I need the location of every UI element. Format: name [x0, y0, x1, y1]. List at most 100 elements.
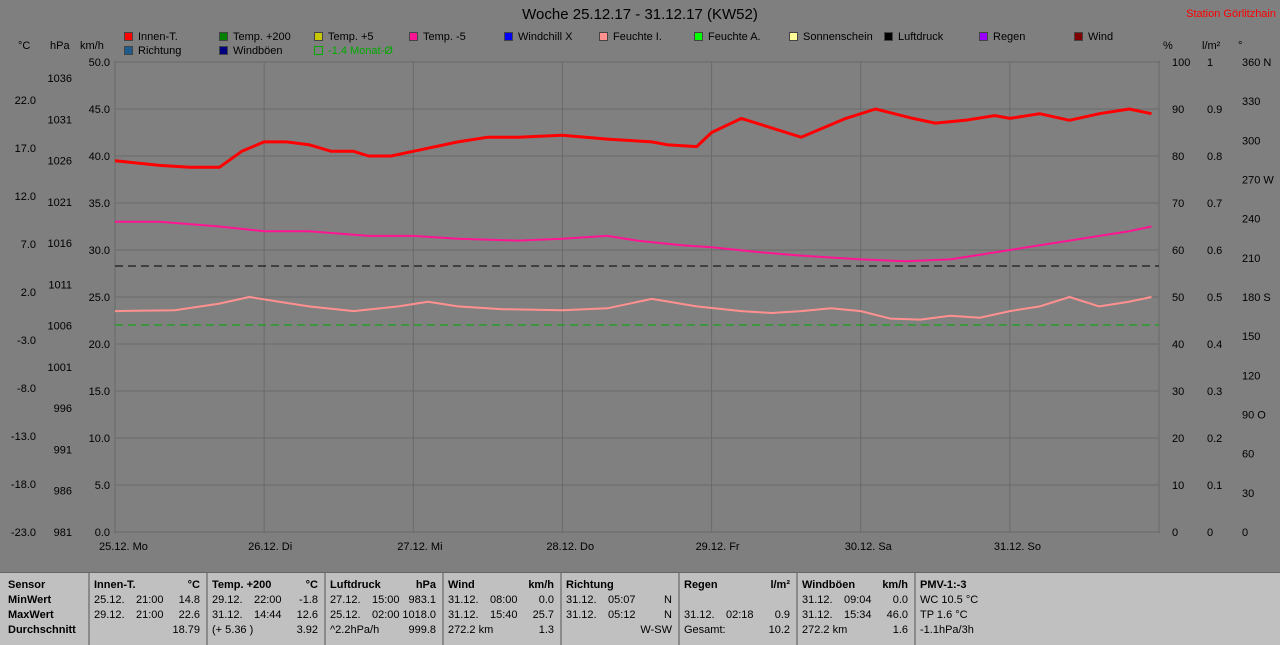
table-block-title: PMV-1:-3 — [920, 579, 967, 591]
table-cell-value: 983.1 — [408, 594, 436, 606]
table-cell-value: 25.7 — [532, 609, 554, 621]
tick-label-hpa: 1036 — [48, 73, 72, 85]
tick-label-direction: 0 — [1242, 527, 1248, 539]
table-cell-value: 12.6 — [296, 609, 318, 621]
table-cell-date: 25.12. — [94, 594, 125, 606]
tick-label-day: 28.12. Do — [546, 541, 594, 553]
tick-label-percent: 0 — [1172, 527, 1178, 539]
tick-label-kmh: 35.0 — [89, 198, 110, 210]
table-cell-time: 15:00 — [372, 594, 400, 606]
table-cell-value: 46.0 — [886, 609, 908, 621]
legend-swatch — [694, 32, 703, 41]
tick-label-celsius: -3.0 — [17, 335, 36, 347]
table-cell-date: 31.12. — [566, 609, 597, 621]
table-block-unit: hPa — [415, 579, 436, 591]
table-block-unit: km/h — [528, 579, 554, 591]
legend-item: Windböen — [219, 45, 283, 57]
legend-item: Windchill X — [504, 31, 572, 43]
table-cell-date: -1.1hPa/3h — [920, 624, 974, 636]
tick-label-rain: 0 — [1207, 527, 1213, 539]
table-block: PMV-1:-3 WC 10.5 °C TP 1.6 °C -1.1hPa/3h — [914, 573, 1032, 645]
legend-swatch — [124, 46, 133, 55]
table-block: Temp. +200 °C 29.12. 22:00 -1.8 31.12. 14:44 12… — [206, 573, 324, 645]
table-cell-date: 31.12. — [448, 609, 479, 621]
tick-label-percent: 40 — [1172, 339, 1184, 351]
legend-item: Luftdruck — [884, 31, 943, 43]
unit-percent: % — [1163, 40, 1173, 52]
legend-label: Innen-T. — [138, 31, 178, 43]
tick-label-hpa: 1016 — [48, 238, 72, 250]
tick-label-rain: 1 — [1207, 57, 1213, 69]
legend-label: Temp. -5 — [423, 31, 466, 43]
table-cell-date: 31.12. — [212, 609, 243, 621]
table-cell-time: 21:00 — [136, 594, 164, 606]
table-cell-date: 31.12. — [566, 594, 597, 606]
table-block: Innen-T. °C 25.12. 21:00 14.8 29.12. 21:00 22.6… — [88, 573, 206, 645]
legend-item: Feuchte I. — [599, 31, 662, 43]
tick-label-percent: 100 — [1172, 57, 1190, 69]
tick-label-hpa: 1026 — [48, 156, 72, 168]
tick-label-direction: 120 — [1242, 370, 1260, 382]
tick-label-celsius: 22.0 — [15, 95, 36, 107]
tick-label-rain: 0.6 — [1207, 245, 1222, 257]
table-cell-date: WC 10.5 °C — [920, 594, 979, 606]
tick-label-hpa: 1011 — [48, 279, 72, 291]
table-cell-time: 21:00 — [136, 609, 164, 621]
table-cell-date: TP 1.6 °C — [920, 609, 968, 621]
table-row-label: MinWert — [8, 594, 52, 606]
table-block: Regen l/m² 31.12. 02:18 0.9 Gesamt: 10.2 — [678, 573, 796, 645]
table-block-unit: km/h — [882, 579, 908, 591]
tick-label-percent: 10 — [1172, 480, 1184, 492]
tick-label-percent: 60 — [1172, 245, 1184, 257]
tick-label-direction: 150 — [1242, 331, 1260, 343]
table-block-title: Wind — [448, 579, 475, 591]
tick-label-celsius: -18.0 — [11, 479, 36, 491]
tick-label-rain: 0.4 — [1207, 339, 1222, 351]
legend-label: Windchill X — [518, 31, 573, 43]
tick-label-kmh: 25.0 — [89, 292, 110, 304]
tick-label-rain: 0.1 — [1207, 480, 1222, 492]
tick-label-celsius: -13.0 — [11, 431, 36, 443]
tick-label-direction: 180 S — [1242, 292, 1271, 304]
table-row-label: MaxWert — [8, 609, 54, 621]
tick-label-percent: 50 — [1172, 292, 1184, 304]
table-block-title: Regen — [684, 579, 718, 591]
tick-label-direction: 300 — [1242, 135, 1260, 147]
legend-label: Luftdruck — [898, 31, 944, 43]
tick-label-celsius: 7.0 — [21, 239, 36, 251]
series-line — [115, 220, 1152, 263]
table-cell-date: 27.12. — [330, 594, 361, 606]
legend-swatch — [979, 32, 988, 41]
legend-label: Richtung — [138, 45, 182, 57]
tick-label-direction: 30 — [1242, 488, 1254, 500]
table-cell-time: 02:00 — [372, 609, 400, 621]
legend-item: -1.4 Monat-Ø — [314, 45, 393, 57]
unit-degree: ° — [1238, 40, 1243, 52]
tick-label-rain: 0.5 — [1207, 292, 1222, 304]
tick-label-percent: 70 — [1172, 198, 1184, 210]
unit-kmh: km/h — [80, 40, 104, 52]
legend-label: Temp. +200 — [233, 31, 291, 43]
tick-label-celsius: -23.0 — [11, 527, 36, 539]
table-cell-value: 3.92 — [296, 624, 318, 636]
unit-hpa: hPa — [50, 40, 70, 52]
table-block-unit: °C — [305, 579, 318, 591]
table-cell-value: 1.6 — [892, 624, 908, 636]
table-block-unit: °C — [187, 579, 200, 591]
table-cell-time: 15:34 — [844, 609, 872, 621]
tick-label-celsius: 17.0 — [15, 143, 36, 155]
tick-label-rain: 0.7 — [1207, 198, 1222, 210]
table-cell-date: 31.12. — [684, 609, 715, 621]
table-block-title: Innen-T. — [94, 579, 136, 591]
tick-label-hpa: 986 — [54, 486, 72, 498]
tick-label-direction: 240 — [1242, 214, 1260, 226]
unit-rain: l/m² — [1202, 40, 1221, 52]
legend-label: Regen — [993, 31, 1026, 43]
tick-label-percent: 90 — [1172, 104, 1184, 116]
series-line — [114, 296, 1152, 321]
legend-label: Wind — [1088, 31, 1114, 43]
tick-label-rain: 0.2 — [1207, 433, 1222, 445]
tick-label-hpa: 1021 — [48, 197, 72, 209]
legend-label: Feuchte A. — [708, 31, 761, 43]
unit-celsius: °C — [18, 40, 31, 52]
